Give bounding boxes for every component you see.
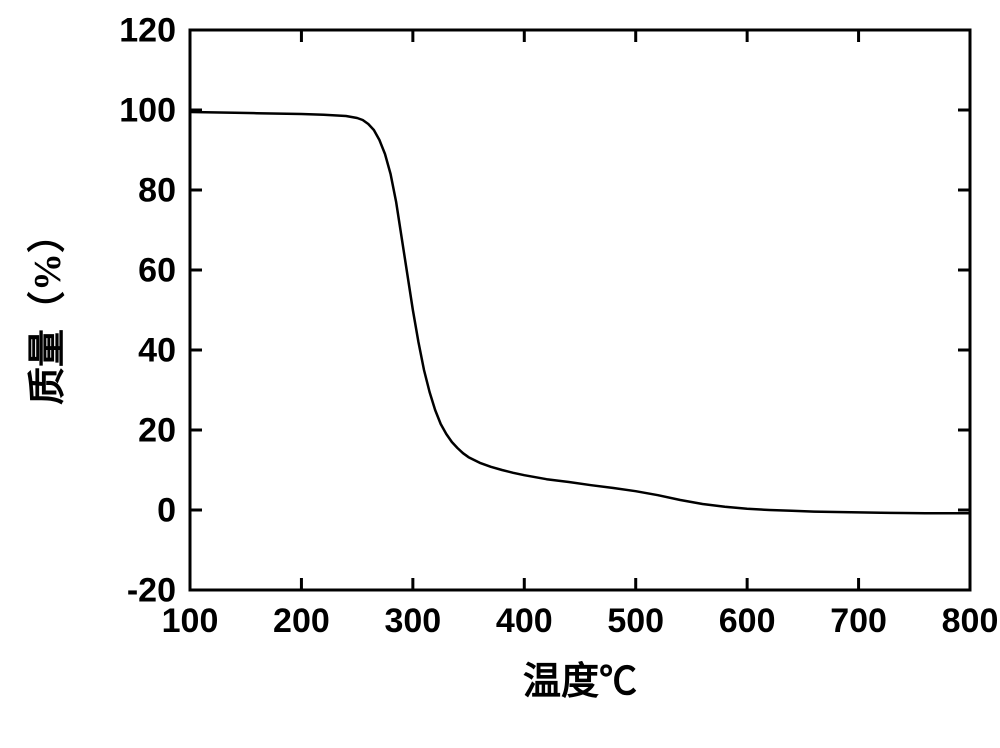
y-tick-label: 20 (138, 411, 176, 449)
x-tick-label: 200 (273, 602, 330, 640)
x-axis-label: 温度℃ (523, 661, 637, 703)
y-tick-label: -20 (127, 571, 176, 609)
chart-container: 100200300400500600700800 -20020406080100… (0, 0, 1000, 748)
x-tick-label: 600 (719, 602, 776, 640)
y-tick-label: 60 (138, 251, 176, 289)
y-tick-label: 0 (157, 491, 176, 529)
x-tick-label: 400 (496, 602, 553, 640)
y-axis-ticks: -20 0 20 40 60 80 100 120 (119, 11, 970, 609)
tga-curve (190, 112, 970, 513)
x-tick-label: 300 (384, 602, 441, 640)
x-axis-ticks: 100200300400500600700800 (162, 30, 999, 640)
y-tick-label: 80 (138, 171, 176, 209)
y-tick-label: 40 (138, 331, 176, 369)
tga-chart: 100200300400500600700800 -20020406080100… (0, 0, 1000, 748)
y-tick-label: 120 (119, 11, 176, 49)
y-axis-label: 质量（%） (27, 215, 69, 405)
x-tick-label: 500 (607, 602, 664, 640)
y-tick-label: 100 (119, 91, 176, 129)
x-tick-label: 800 (942, 602, 999, 640)
x-tick-label: 700 (830, 602, 887, 640)
